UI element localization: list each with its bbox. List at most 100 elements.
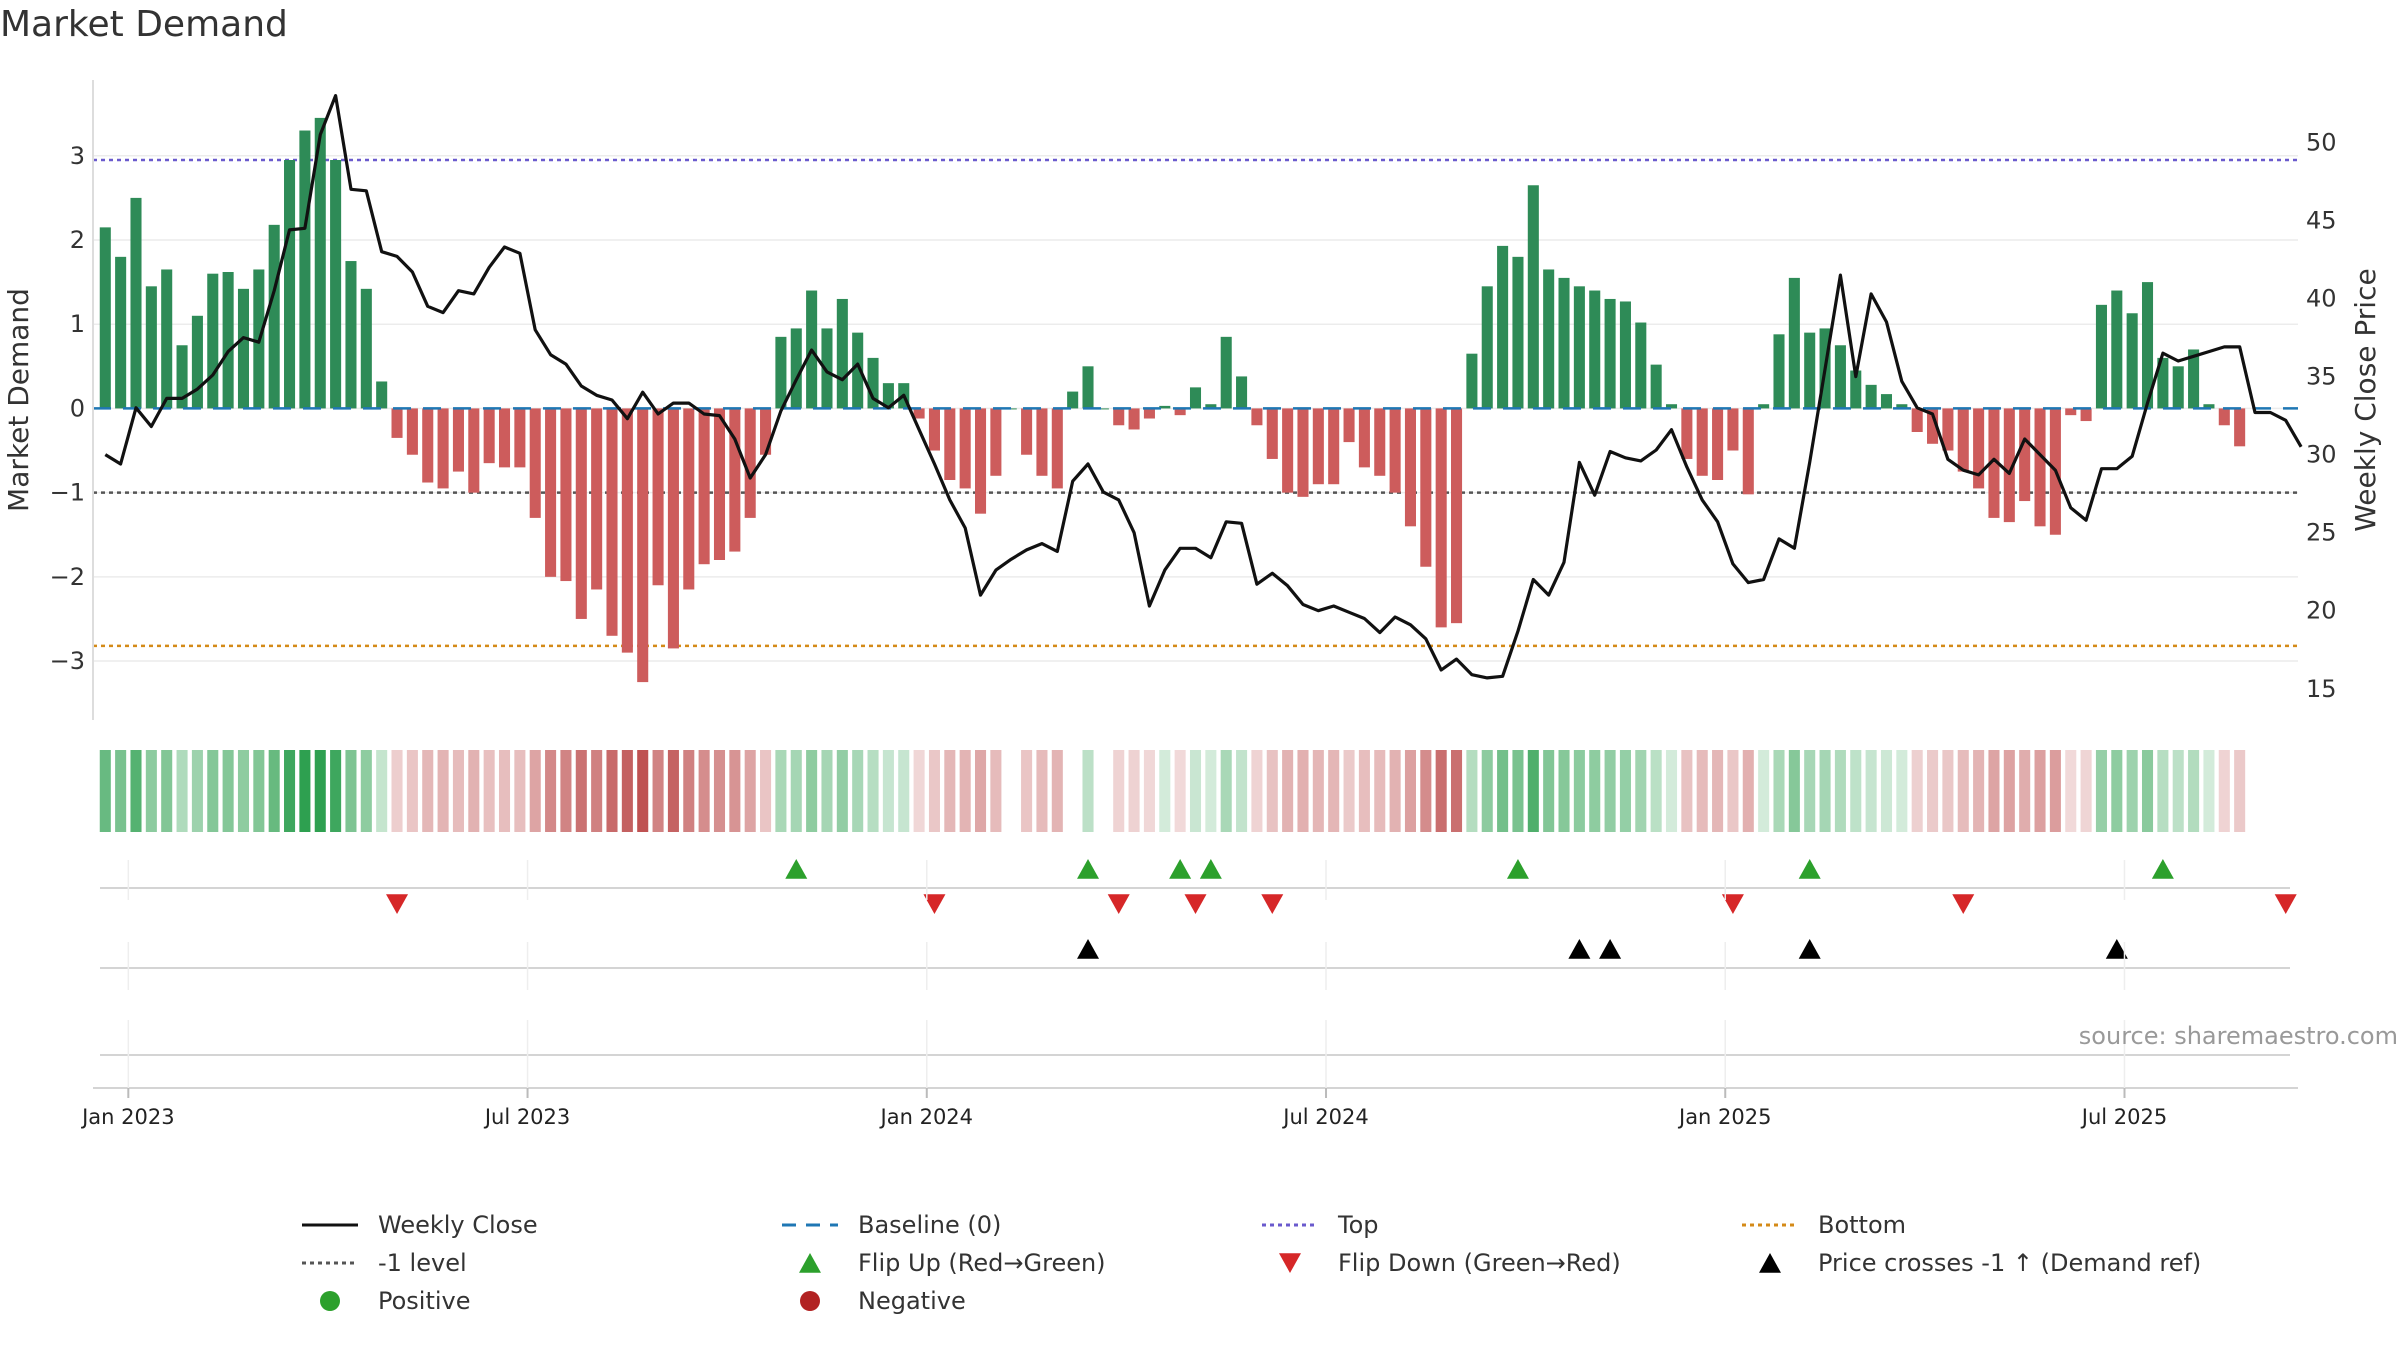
price-cross-marker	[1599, 939, 1622, 959]
heat-cell	[161, 750, 173, 832]
positive-demand-bar	[176, 345, 188, 409]
price-cross-marker	[2105, 939, 2128, 959]
heat-cell	[1435, 750, 1447, 832]
flip-down-marker	[1184, 894, 1207, 914]
negative-demand-bar	[683, 408, 695, 590]
negative-demand-bar	[1312, 408, 1324, 485]
y2-tick-label: 35	[2306, 363, 2337, 391]
negative-demand-bar	[452, 408, 464, 472]
heat-cell	[299, 750, 311, 832]
x-tick-label: Jul 2025	[2080, 1105, 2167, 1129]
negative-demand-bar	[498, 408, 511, 468]
positive-demand-bar	[145, 286, 157, 409]
heat-cell	[1113, 750, 1125, 832]
heat-cell	[1512, 750, 1524, 832]
legend-label: Price crosses -1 ↑ (Demand ref)	[1818, 1249, 2202, 1277]
flip-down-marker	[1952, 894, 1975, 914]
legend-item-bottom: Bottom	[1740, 1210, 1906, 1240]
negative-demand-bar	[545, 408, 557, 577]
negative-demand-bar	[1942, 408, 1954, 451]
heat-cell	[591, 750, 603, 832]
heat-cell	[1696, 750, 1708, 832]
legend-swatch	[320, 1291, 340, 1311]
negative-demand-bar	[1957, 408, 1969, 472]
heat-cell	[713, 750, 726, 832]
positive-demand-bar	[2172, 366, 2184, 409]
negative-demand-bar	[2065, 408, 2077, 416]
positive-demand-bar	[2157, 357, 2169, 409]
negative-demand-bar	[621, 408, 633, 653]
heat-cell	[652, 750, 664, 832]
heat-cell	[698, 750, 710, 832]
legend-swatch	[800, 1291, 820, 1311]
legend-item-negative-dot: Negative	[780, 1286, 966, 1316]
heat-cell	[545, 750, 557, 832]
flip-down-marker	[1261, 894, 1284, 914]
negative-demand-bar	[1021, 408, 1033, 455]
negative-demand-bar	[606, 408, 618, 636]
positive-demand-bar	[882, 383, 894, 409]
heat-cell	[1957, 750, 1969, 832]
heat-cell	[207, 750, 219, 832]
positive-demand-bar	[1850, 370, 1862, 409]
positive-demand-bar	[284, 160, 296, 409]
heat-cell	[1604, 750, 1616, 832]
positive-demand-bar	[376, 381, 388, 409]
positive-demand-bar	[2203, 404, 2215, 409]
heat-cell	[1036, 750, 1048, 832]
heat-cell	[560, 750, 572, 832]
heat-cell	[1850, 750, 1862, 832]
heat-cell	[1819, 750, 1831, 832]
heat-cell	[575, 750, 587, 832]
flip-up-marker	[1169, 859, 1192, 879]
legend-label: Flip Up (Red→Green)	[858, 1249, 1106, 1277]
flip-down-marker	[923, 894, 946, 914]
heat-cell	[775, 750, 787, 832]
heat-cell	[898, 750, 910, 832]
heat-cell	[145, 750, 157, 832]
positive-demand-bar	[1189, 387, 1202, 409]
y-tick-label: −3	[50, 647, 85, 675]
negative-demand-bar	[1328, 408, 1340, 485]
positive-demand-bar	[790, 328, 802, 409]
legend-dot	[800, 1291, 820, 1311]
legend-dot	[320, 1291, 340, 1311]
heat-cell	[130, 750, 142, 832]
negative-demand-bar	[1435, 408, 1447, 628]
heat-cell	[222, 750, 234, 832]
negative-demand-bar	[2003, 408, 2015, 523]
heat-cell	[2172, 750, 2184, 832]
x-tick-label: Jan 2023	[80, 1105, 175, 1129]
flip-up-marker	[785, 859, 808, 879]
heat-cell	[1834, 750, 1846, 832]
heat-cell	[1942, 750, 1954, 832]
positive-demand-bar	[1236, 376, 1248, 409]
heat-cell	[468, 750, 480, 832]
heat-cell	[1297, 750, 1309, 832]
heat-cell	[115, 750, 127, 832]
heat-cell	[882, 750, 894, 832]
heat-cell	[1712, 750, 1724, 832]
heat-cell	[744, 750, 756, 832]
positive-demand-bar	[268, 224, 280, 409]
heat-cell	[483, 750, 495, 832]
negative-demand-bar	[1343, 408, 1355, 443]
heat-cell	[1420, 750, 1432, 832]
heat-cell	[1451, 750, 1463, 832]
heat-cell	[422, 750, 434, 832]
positive-demand-bar	[1880, 394, 1893, 409]
positive-demand-bar	[1804, 332, 1816, 409]
negative-demand-bar	[1297, 408, 1309, 497]
heat-cell	[498, 750, 511, 832]
positive-demand-bar	[852, 332, 864, 409]
positive-demand-bar	[1527, 185, 1539, 409]
heat-cell	[2157, 750, 2169, 832]
heat-cell	[2234, 750, 2246, 832]
positive-demand-bar	[130, 197, 142, 409]
negative-demand-bar	[1742, 408, 1754, 495]
heat-cell	[176, 750, 188, 832]
y2-tick-label: 50	[2306, 128, 2337, 156]
positive-demand-bar	[115, 256, 127, 409]
heat-cell	[1896, 750, 1908, 832]
positive-demand-bar	[1097, 408, 1109, 410]
